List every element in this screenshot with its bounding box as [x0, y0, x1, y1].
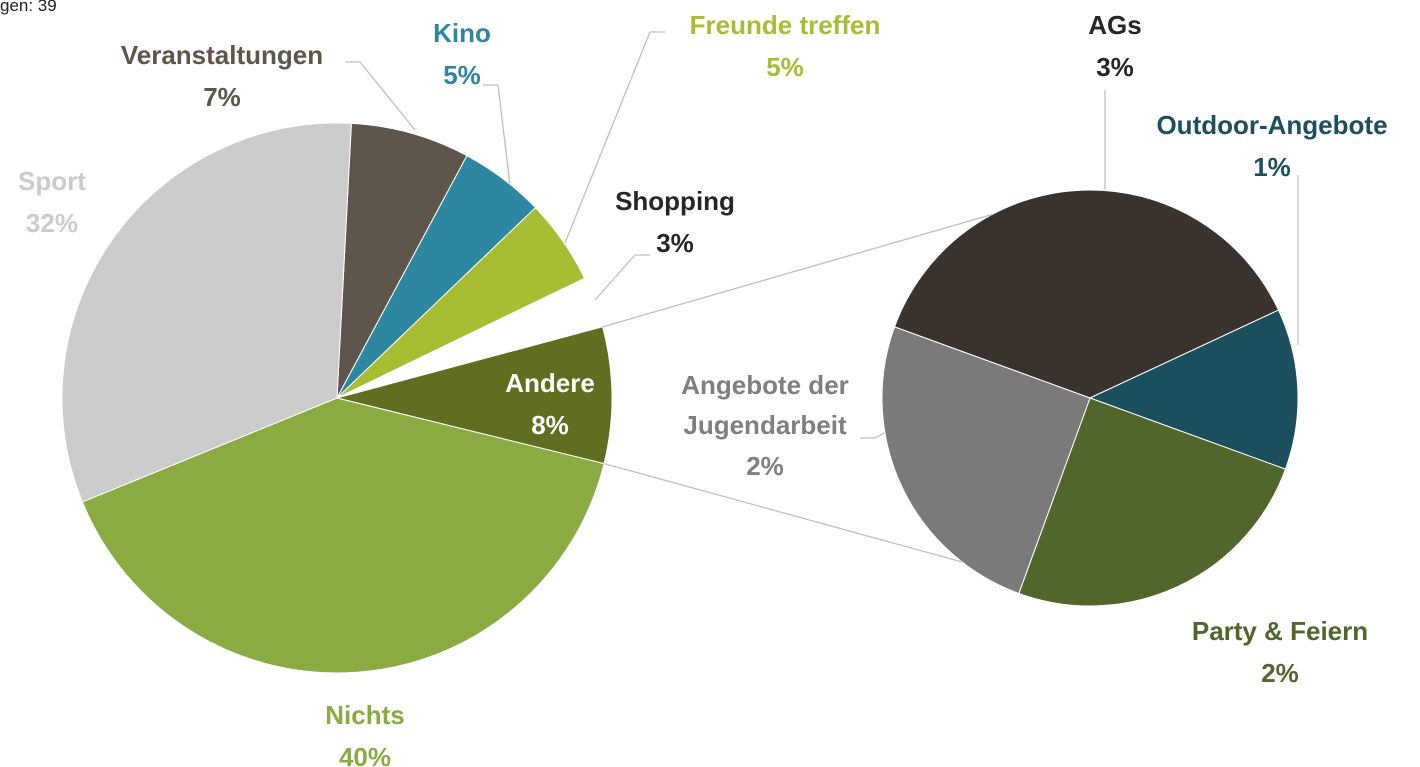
- pie-slice: [336, 326, 613, 465]
- slice-label: Andere: [505, 368, 595, 398]
- pie-slice: [81, 397, 605, 674]
- slice-label: Sport: [18, 166, 86, 196]
- pie-slice: [1088, 309, 1299, 470]
- leader-line: [345, 61, 416, 131]
- slice-value-label: 40%: [338, 742, 392, 767]
- slice-value-label: 1%: [1253, 152, 1291, 182]
- slice-value-label: 7%: [203, 82, 241, 112]
- connector-line: [602, 213, 993, 328]
- slice-label: Freunde treffen: [689, 10, 881, 40]
- leader-line: [564, 31, 665, 244]
- connector-line: [603, 462, 963, 563]
- slice-value-label: 3%: [656, 228, 694, 258]
- slice-label: Party & Feiern: [1191, 616, 1369, 646]
- pie-slice: [1018, 397, 1287, 607]
- slice-label: Outdoor-Angebote: [1156, 110, 1388, 140]
- leader-line: [483, 84, 511, 186]
- slice-value-label: 2%: [746, 451, 784, 481]
- pie-slice: [881, 326, 1091, 595]
- slice-value-label: 5%: [766, 52, 804, 82]
- slice-value-label: 2%: [1261, 658, 1299, 688]
- leader-line: [594, 254, 650, 301]
- slice-label: Nichts: [325, 700, 405, 730]
- slice-value-label: 5%: [443, 60, 481, 90]
- pie-slice: [336, 122, 468, 399]
- chart-title: gen: 39: [0, 0, 57, 15]
- slice-value-label: 32%: [25, 208, 79, 238]
- pie-slice: [893, 189, 1280, 399]
- slice-label: Shopping: [615, 186, 735, 216]
- slice-value-label: 8%: [531, 410, 569, 440]
- slice-label: Kino: [433, 18, 491, 48]
- slice-value-label: 3%: [1096, 52, 1134, 82]
- slice-label: AGs: [1088, 10, 1142, 40]
- slice-label: Angebote der Jugendarbeit: [681, 370, 849, 440]
- pie-slice: [61, 122, 352, 503]
- slice-label: Veranstaltungen: [120, 40, 324, 70]
